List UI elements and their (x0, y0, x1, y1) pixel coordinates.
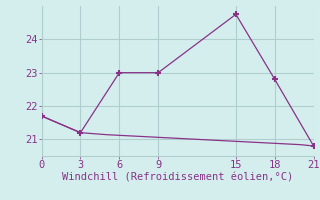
X-axis label: Windchill (Refroidissement éolien,°C): Windchill (Refroidissement éolien,°C) (62, 173, 293, 183)
